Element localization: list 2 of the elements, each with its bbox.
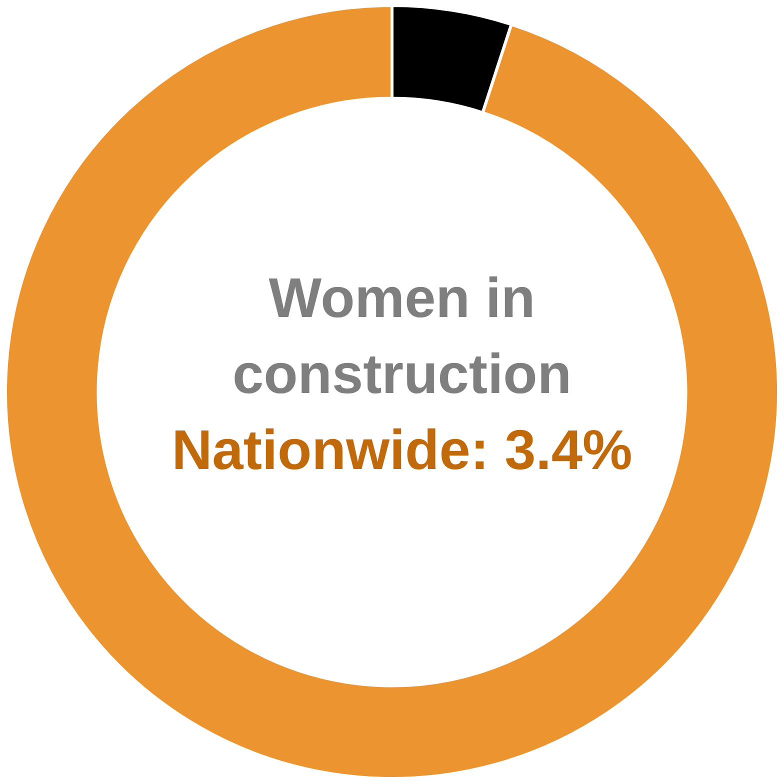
text: Nationwide: 3.4%	[170, 417, 634, 483]
text: Women in construction	[231, 265, 573, 407]
